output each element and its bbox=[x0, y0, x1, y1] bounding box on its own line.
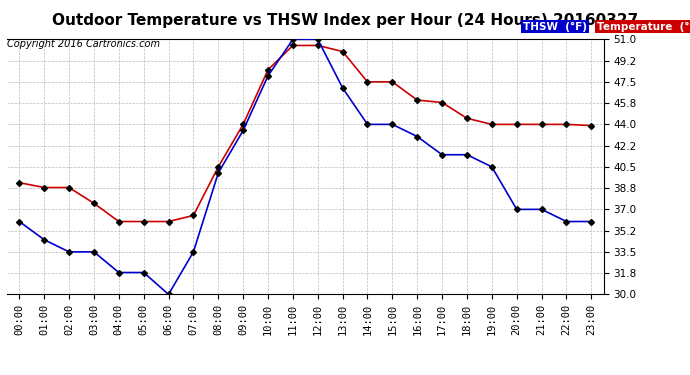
Text: Temperature  (°F): Temperature (°F) bbox=[597, 22, 690, 32]
Text: THSW  (°F): THSW (°F) bbox=[523, 22, 587, 32]
Text: Outdoor Temperature vs THSW Index per Hour (24 Hours) 20160327: Outdoor Temperature vs THSW Index per Ho… bbox=[52, 13, 638, 28]
Text: Copyright 2016 Cartronics.com: Copyright 2016 Cartronics.com bbox=[7, 39, 160, 50]
